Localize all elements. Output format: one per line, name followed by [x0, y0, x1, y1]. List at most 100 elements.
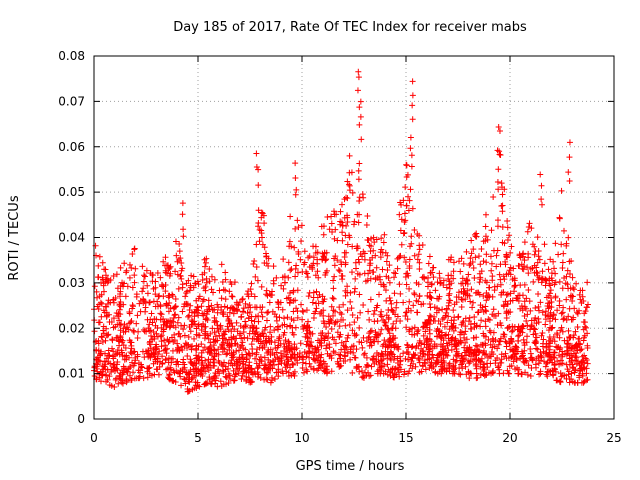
data-point: [283, 345, 290, 352]
data-point: [537, 171, 544, 178]
data-point: [182, 300, 189, 307]
data-point: [292, 324, 299, 331]
data-point: [512, 350, 519, 357]
data-point: [276, 358, 283, 365]
data-point: [296, 354, 303, 361]
data-point: [486, 353, 493, 360]
data-point: [248, 378, 255, 385]
data-point: [398, 216, 405, 223]
data-point: [489, 369, 496, 376]
data-point: [205, 367, 212, 374]
data-point: [406, 265, 413, 272]
data-point: [100, 363, 107, 370]
data-point: [262, 324, 269, 331]
data-point: [516, 332, 523, 339]
data-point: [451, 301, 458, 308]
data-point: [484, 236, 491, 243]
data-point: [315, 353, 322, 360]
data-point: [226, 288, 233, 295]
x-tick-label: 20: [502, 431, 517, 445]
data-point: [243, 356, 250, 363]
data-point: [489, 335, 496, 342]
data-point: [504, 301, 511, 308]
data-point: [292, 297, 299, 304]
data-point: [298, 301, 305, 308]
data-point: [550, 311, 557, 318]
data-point: [542, 316, 549, 323]
data-point: [466, 314, 473, 321]
data-point: [573, 360, 580, 367]
data-point: [251, 257, 258, 264]
data-point: [279, 306, 286, 313]
data-point: [304, 322, 311, 329]
data-point: [365, 308, 372, 315]
data-point: [401, 371, 408, 378]
data-point: [354, 87, 361, 94]
data-point: [497, 281, 504, 288]
data-point: [321, 296, 328, 303]
data-point: [384, 344, 391, 351]
data-point: [155, 293, 162, 300]
data-point: [545, 266, 552, 273]
data-point: [100, 307, 107, 314]
data-point: [198, 303, 205, 310]
data-point: [332, 340, 339, 347]
data-point: [116, 373, 123, 380]
data-point: [355, 256, 362, 263]
data-point: [406, 197, 413, 204]
y-axis-label: ROTI / TECUs: [7, 195, 22, 280]
data-point: [320, 358, 327, 365]
data-point: [482, 211, 489, 218]
data-point: [143, 328, 150, 335]
data-point: [323, 324, 330, 331]
data-point: [185, 277, 192, 284]
data-point: [355, 219, 362, 226]
data-point: [344, 334, 351, 341]
data-point: [121, 260, 128, 267]
data-point: [265, 362, 272, 369]
x-tick-label: 0: [90, 431, 98, 445]
data-point: [283, 295, 290, 302]
data-point: [298, 222, 305, 229]
data-point: [366, 262, 373, 269]
data-point: [223, 374, 230, 381]
data-point: [482, 223, 489, 230]
data-point: [424, 324, 431, 331]
data-point: [274, 354, 281, 361]
data-point: [571, 286, 578, 293]
data-point: [372, 276, 379, 283]
y-tick-label: 0.08: [58, 49, 85, 63]
data-point: [245, 304, 252, 311]
data-point: [448, 280, 455, 287]
data-point: [246, 330, 253, 337]
data-point: [185, 334, 192, 341]
data-point: [426, 355, 433, 362]
data-point: [105, 347, 112, 354]
data-point: [561, 227, 568, 234]
data-point: [572, 328, 579, 335]
data-point: [482, 303, 489, 310]
data-point: [157, 274, 164, 281]
data-point: [358, 136, 365, 143]
data-point: [336, 323, 343, 330]
x-tick-label: 25: [606, 431, 621, 445]
data-point: [531, 339, 538, 346]
data-point: [100, 327, 107, 334]
data-point: [122, 293, 129, 300]
data-point: [162, 269, 169, 276]
data-point: [238, 351, 245, 358]
data-point: [521, 257, 528, 264]
data-point: [572, 379, 579, 386]
data-point: [108, 382, 115, 389]
data-point: [346, 169, 353, 176]
data-point: [509, 297, 516, 304]
data-point: [346, 152, 353, 159]
data-point: [542, 312, 549, 319]
data-point: [496, 127, 503, 134]
data-point: [210, 342, 217, 349]
data-point: [466, 318, 473, 325]
data-point: [187, 328, 194, 335]
data-point: [306, 360, 313, 367]
data-point: [344, 219, 351, 226]
data-point: [539, 329, 546, 336]
